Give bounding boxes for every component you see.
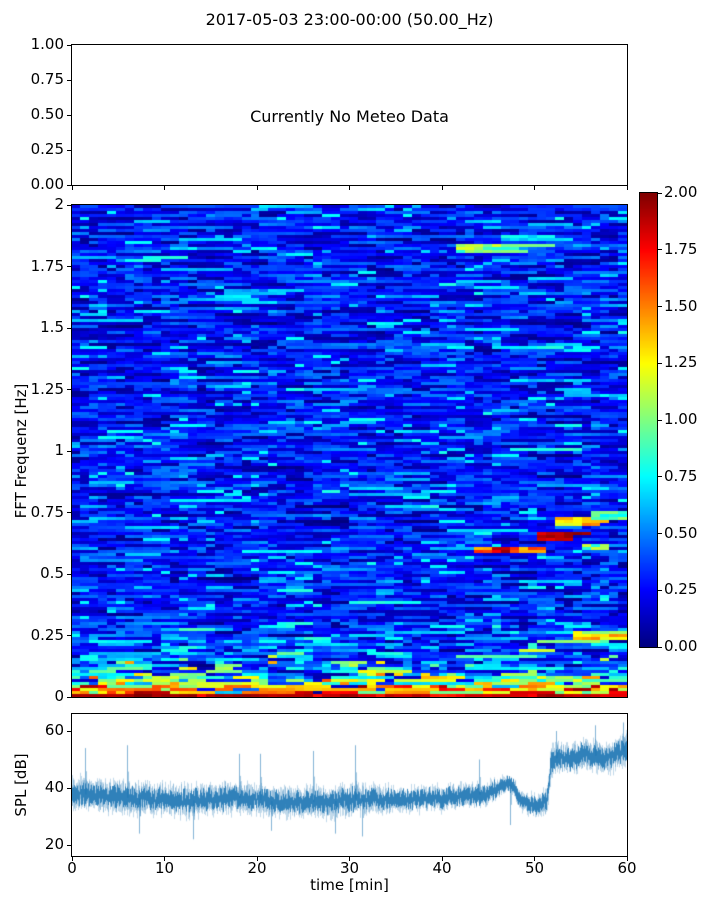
colorbar-tick-mark	[658, 192, 662, 194]
spl-xtick-label: 50	[524, 859, 545, 877]
spectrogram-ytick-label: 0.25	[30, 625, 64, 644]
meteo-ytick-label: 0.00	[30, 175, 64, 193]
meteo-xtick-mark	[349, 186, 350, 190]
spectrogram-ytick-label: 2	[54, 195, 64, 213]
meteo-ytick-label: 0.75	[30, 70, 64, 88]
meteo-ytick-label: 0.50	[30, 105, 64, 123]
meteo-xtick-mark	[71, 186, 73, 190]
meteo-xtick-mark	[441, 186, 443, 190]
meteo-xtick-mark	[164, 186, 165, 190]
spl-ytick-mark	[67, 730, 71, 732]
colorbar-tick-mark	[658, 249, 662, 251]
spectrogram-ytick-mark	[67, 450, 71, 452]
colorbar-canvas	[640, 193, 657, 647]
meteo-ytick-mark	[67, 114, 71, 116]
spl-xtick-label: 40	[432, 859, 452, 877]
spl-xlabel: time [min]	[310, 876, 389, 894]
spl-ytick-label: 40	[44, 778, 64, 796]
spectrogram-ytick-label: 1.5	[40, 318, 64, 336]
spectrogram-canvas	[72, 205, 627, 697]
colorbar-tick-label: 1.75	[664, 239, 698, 258]
spectrogram-ytick-mark	[67, 635, 71, 636]
spl-xtick-mark	[534, 857, 535, 861]
meteo-xtick-mark	[534, 186, 535, 190]
colorbar-tick-label: 0.25	[664, 580, 698, 599]
colorbar-tick-mark	[658, 419, 662, 421]
colorbar-tick-label: 0.00	[664, 637, 698, 655]
spl-xtick-mark	[164, 857, 165, 861]
meteo-xtick-mark	[626, 186, 628, 190]
spectrogram-ytick-mark	[67, 389, 71, 390]
spl-xtick-mark	[71, 857, 73, 861]
meteo-ytick-label: 1.00	[30, 35, 64, 53]
spl-xtick-mark	[626, 857, 628, 861]
spl-xtick-label: 0	[67, 859, 77, 877]
meteo-ytick-label: 0.25	[30, 140, 64, 158]
spectrogram-ytick-mark	[67, 512, 71, 513]
spl-xtick-label: 10	[154, 859, 175, 877]
spectrogram-ytick-label: 0.5	[40, 564, 64, 582]
spectrogram-ytick-mark	[67, 204, 71, 206]
spectrogram-ytick-mark	[67, 327, 71, 329]
spl-xtick-mark	[256, 857, 258, 861]
spectrogram-ytick-label: 1	[54, 441, 64, 459]
spl-xtick-label: 60	[617, 859, 637, 877]
colorbar-tick-mark	[658, 533, 662, 534]
meteo-ytick-mark	[67, 184, 71, 186]
colorbar-tick-label: 1.00	[664, 410, 698, 428]
spectrogram-ytick-mark	[67, 573, 71, 575]
spl-canvas	[72, 714, 627, 856]
spl-xtick-mark	[349, 857, 350, 861]
spectrogram-ytick-mark	[67, 696, 71, 698]
colorbar-tick-mark	[658, 362, 662, 364]
spectrogram-ytick-mark	[67, 266, 71, 267]
colorbar-tick-label: 0.50	[664, 523, 698, 542]
colorbar-tick-mark	[658, 476, 662, 478]
colorbar-tick-mark	[658, 589, 662, 591]
colorbar-tick-label: 0.75	[664, 466, 698, 485]
figure-title: 2017-05-03 23:00-00:00 (50.00_Hz)	[205, 10, 494, 29]
meteo-ytick-mark	[67, 79, 71, 81]
spl-ytick-mark	[67, 844, 71, 846]
spl-xtick-label: 30	[339, 859, 360, 877]
colorbar-tick-label: 1.50	[664, 296, 698, 315]
meteo-ytick-mark	[67, 149, 71, 151]
colorbar-tick-label: 2.00	[664, 183, 698, 201]
meteo-ytick-mark	[67, 44, 71, 46]
spectrogram-ytick-label: 1.75	[30, 256, 64, 275]
colorbar-tick-label: 1.25	[664, 353, 698, 372]
spl-xtick-label: 20	[247, 859, 267, 877]
spectrogram-ytick-label: 1.25	[30, 379, 64, 398]
spl-ytick-mark	[67, 787, 71, 789]
spectrogram-ytick-label: 0	[54, 687, 64, 705]
colorbar-tick-mark	[658, 306, 662, 307]
meteo-xtick-mark	[256, 186, 258, 190]
spl-xtick-mark	[441, 857, 443, 861]
spectrogram-ytick-label: 0.75	[30, 502, 64, 521]
colorbar-tick-mark	[658, 646, 662, 648]
spl-ytick-label: 60	[44, 721, 64, 739]
meteo-no-data-message: Currently No Meteo Data	[250, 107, 449, 126]
spl-ytick-label: 20	[44, 835, 64, 853]
